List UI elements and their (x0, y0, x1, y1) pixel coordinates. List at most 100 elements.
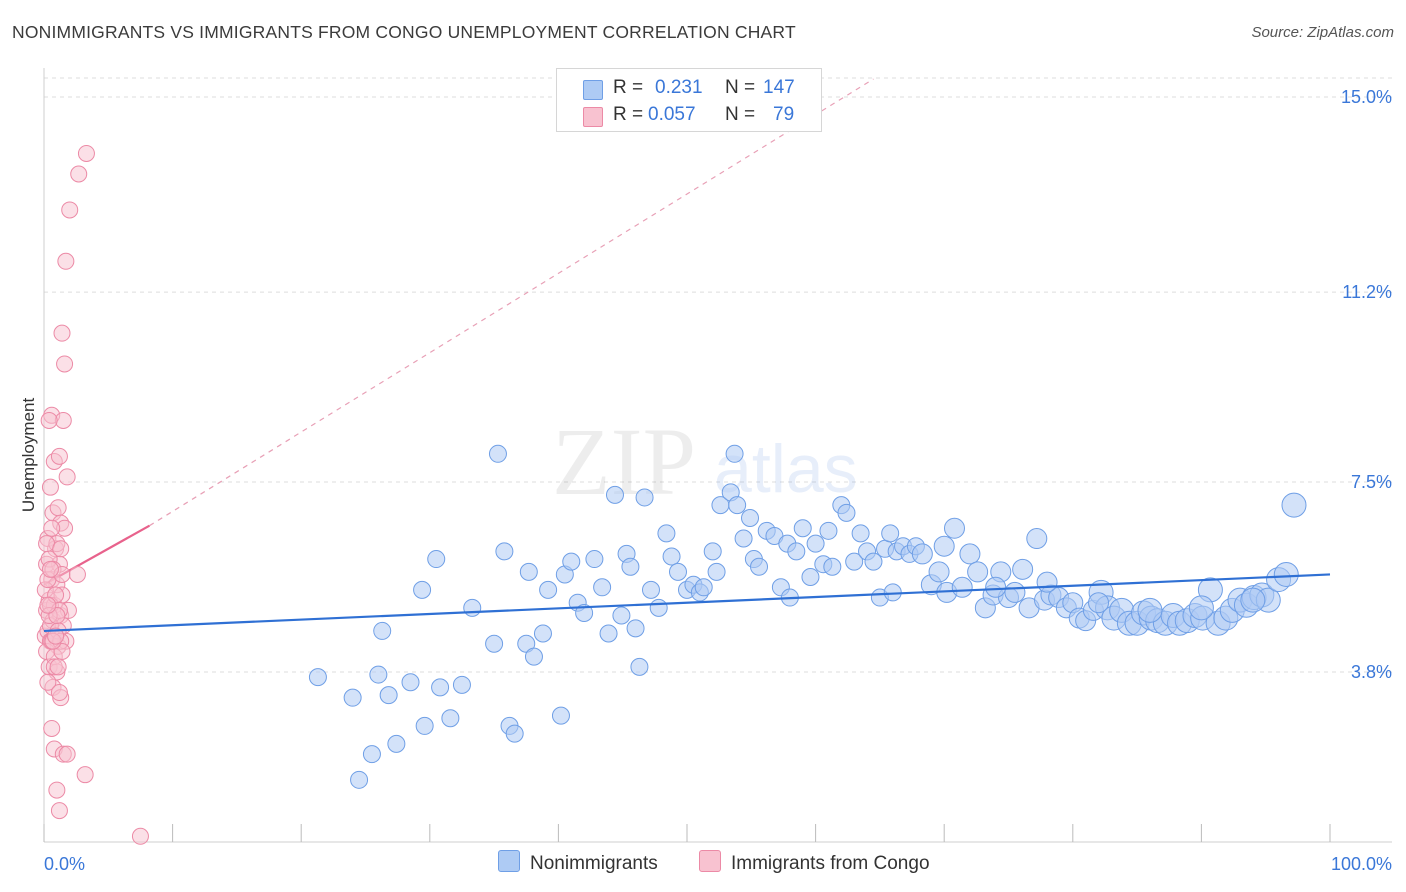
nonimmigrants-point (725, 444, 744, 463)
nonimmigrants-point (928, 561, 950, 583)
source-label: Source: ZipAtlas.com (1251, 24, 1394, 41)
nonimmigrants-point (413, 580, 432, 599)
immigrants-point (49, 658, 67, 676)
bottom-legend-nonimmigrants[interactable]: Nonimmigrants (498, 850, 658, 875)
legend-r-value: 0.057 (648, 104, 696, 125)
immigrants-point (50, 684, 68, 702)
nonimmigrants-point (707, 562, 726, 581)
immigrants-point (54, 411, 72, 429)
legend-n-label: N = (725, 77, 756, 98)
nonimmigrants-point (864, 552, 883, 571)
nonimmigrants-point (485, 634, 504, 653)
nonimmigrants-point (621, 557, 640, 576)
y-tick-labels: 3.8% 7.5% 11.2% 15.0% (1341, 87, 1392, 682)
nonimmigrants-point (845, 552, 864, 571)
nonimmigrants-point (662, 547, 681, 566)
chart-title: NONIMMIGRANTS VS IMMIGRANTS FROM CONGO U… (12, 22, 796, 42)
nonimmigrants-point (635, 488, 654, 507)
y-tick-label: 11.2% (1342, 282, 1392, 302)
immigrants-trend-extension (149, 78, 874, 527)
nonimmigrants-point (793, 519, 812, 538)
nonimmigrants-point (562, 552, 581, 571)
legend-n-value: 79 (773, 104, 795, 125)
nonimmigrants-point (1036, 571, 1058, 593)
immigrants-point (41, 560, 59, 578)
immigrants-point (58, 468, 76, 486)
nonimmigrants-point (463, 598, 482, 617)
immigrants-point (52, 540, 70, 558)
nonimmigrants-point (533, 624, 552, 643)
legend-n-label: N = (725, 104, 756, 125)
nonimmigrants-point (837, 503, 856, 522)
immigrants-point (39, 673, 57, 691)
immigrants-point (41, 478, 59, 496)
bottom-legend-immigrants[interactable]: Immigrants from Congo (699, 850, 930, 875)
axes (43, 68, 1392, 843)
nonimmigrants-point (308, 668, 327, 687)
nonimmigrants-point (593, 578, 612, 597)
nonimmigrants-point (519, 562, 538, 581)
y-axis-title: Unemployment (19, 398, 38, 513)
nonimmigrants-point (728, 496, 747, 515)
nonimmigrants-point (787, 542, 806, 561)
nonimmigrants-point (881, 524, 900, 543)
nonimmigrants-point (959, 543, 981, 565)
nonimmigrants-point (379, 686, 398, 705)
nonimmigrants-point (750, 557, 769, 576)
immigrants-point (76, 766, 94, 784)
nonimmigrants-point (441, 709, 460, 728)
x-tick-label-max: 100.0% (1331, 854, 1392, 874)
nonimmigrants-point (1088, 592, 1110, 614)
nonimmigrants-point (801, 568, 820, 587)
nonimmigrants-point (369, 665, 388, 684)
nonimmigrants-point (362, 745, 381, 764)
correlation-legend: R = 0.231 N = 147 R = 0.057 N = 79 (556, 68, 822, 132)
nonimmigrants-point (575, 603, 594, 622)
legend-r-label: R = (613, 104, 644, 125)
nonimmigrants-point (823, 557, 842, 576)
immigrants-point (131, 827, 149, 845)
nonimmigrants-point (641, 580, 660, 599)
nonimmigrants-point (967, 561, 989, 583)
watermark-zip: ZIP (552, 408, 696, 515)
bottom-legend-label: Nonimmigrants (530, 853, 658, 874)
nonimmigrants-point (505, 724, 524, 743)
nonimmigrants-point (626, 619, 645, 638)
nonimmigrants-point (741, 508, 760, 527)
nonimmigrants-point (605, 485, 624, 504)
nonimmigrants-point (1004, 581, 1026, 603)
y-tick-label: 15.0% (1341, 87, 1392, 107)
immigrants-point (77, 144, 95, 162)
nonimmigrants-point (452, 675, 471, 694)
nonimmigrants-point (1240, 587, 1266, 613)
nonimmigrants-point (943, 517, 965, 539)
nonimmigrants-point (951, 576, 973, 598)
nonimmigrants-point (1012, 558, 1034, 580)
nonimmigrants-point (343, 688, 362, 707)
nonimmigrants-point (851, 524, 870, 543)
nonimmigrants-point (401, 673, 420, 692)
legend-r-label: R = (613, 77, 644, 98)
immigrants-point (50, 802, 68, 820)
immigrants-point (49, 499, 67, 517)
nonimmigrants-point (703, 542, 722, 561)
y-tick-label: 3.8% (1351, 662, 1392, 682)
nonimmigrants-point (612, 606, 631, 625)
nonimmigrants-point (985, 576, 1007, 598)
legend-swatch-blue (583, 80, 603, 100)
nonimmigrants-point (524, 647, 543, 666)
bottom-legend-swatch-pink (699, 850, 721, 872)
legend-swatch-pink (583, 107, 603, 127)
nonimmigrants-point (1281, 492, 1307, 518)
x-tick-label-min: 0.0% (44, 854, 85, 874)
legend-r-value: 0.231 (655, 77, 703, 98)
nonimmigrants-point (1137, 597, 1163, 623)
nonimmigrants-point (350, 770, 369, 789)
nonimmigrants-point (431, 678, 450, 697)
nonimmigrants-point (1273, 561, 1299, 587)
nonimmigrants-point (495, 542, 514, 561)
immigrants-point (57, 252, 75, 270)
immigrants-point (58, 745, 76, 763)
immigrants-trend-group (43, 78, 874, 586)
